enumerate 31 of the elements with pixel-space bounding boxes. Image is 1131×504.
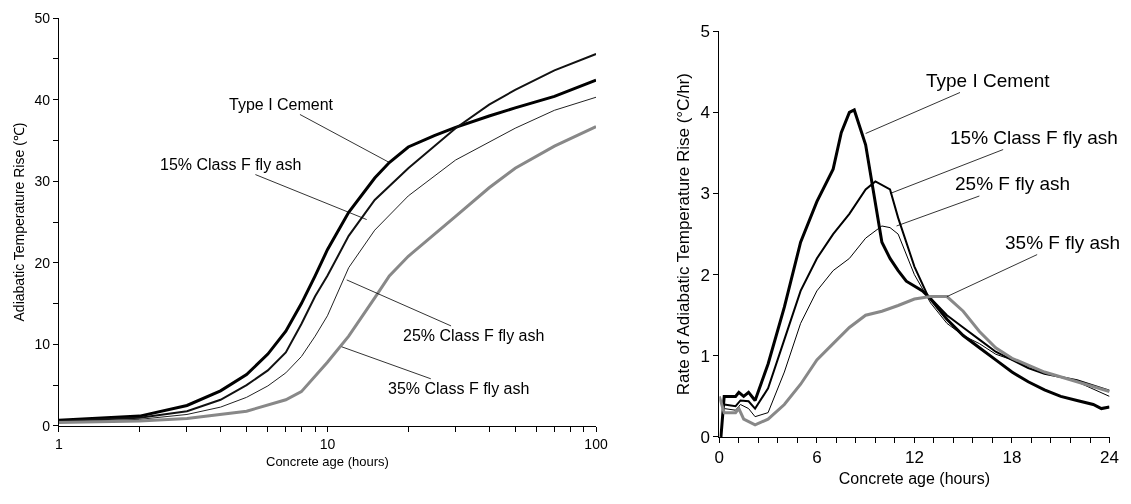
x-tick-label: 18 (1002, 448, 1022, 468)
y-tick-label: 20 (34, 254, 51, 271)
x-axis-title: Concrete age (hours) (838, 470, 991, 488)
y-tick-label: 5 (700, 22, 710, 42)
y-tick-label: 4 (700, 103, 710, 123)
y-tick-label: 3 (700, 184, 710, 204)
annotation: 25% Class F fly ash (403, 327, 545, 344)
x-tick-label: 10 (319, 435, 336, 452)
annotation: 35% Class F fly ash (388, 380, 530, 397)
annotation: 15% Class F fly ash (950, 127, 1118, 148)
x-tick-label: 100 (584, 435, 608, 452)
x-tick-label: 12 (904, 448, 924, 468)
y-tick-label: 30 (34, 173, 51, 190)
x-tick-label: 1 (54, 435, 63, 452)
y-tick-label: 40 (34, 91, 51, 108)
x-tick-label: 0 (714, 448, 725, 468)
y-tick-label: 2 (700, 265, 710, 285)
y-tick-label: 10 (34, 336, 51, 353)
y-tick-label: 1 (700, 346, 710, 366)
annotation: 25% F fly ash (955, 173, 1071, 194)
x-axis-title: Concrete age (hours) (266, 454, 389, 470)
y-axis-title: Adiabatic Temperature Rise (℃) (11, 122, 28, 322)
y-axis-title: Rate of Adiabatic Temperature Rise (°C/hr) (674, 73, 693, 396)
annotation: Type I Cement (926, 70, 1051, 91)
y-tick-label: 0 (42, 417, 51, 434)
annotation: Type I Cement (229, 96, 334, 113)
annotation: 35% F fly ash (1005, 232, 1121, 253)
y-tick-label: 50 (34, 10, 51, 27)
annotation: 15% Class F fly ash (160, 156, 302, 173)
x-tick-label: 24 (1100, 448, 1119, 468)
x-tick-label: 6 (812, 448, 822, 468)
